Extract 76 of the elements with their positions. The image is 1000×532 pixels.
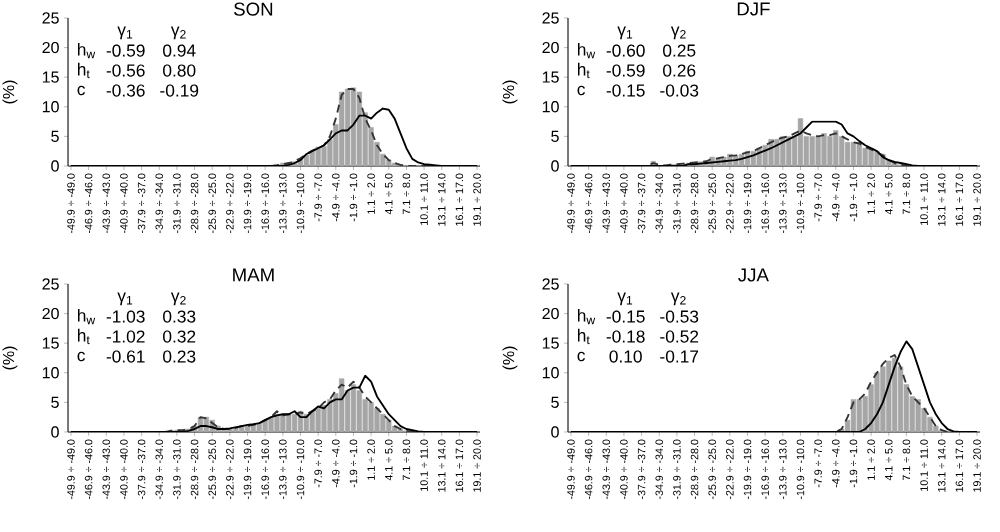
y-tick-label: 10 — [542, 367, 559, 379]
annotation: -0.17 — [660, 350, 699, 363]
y-tick-label: 0 — [551, 426, 559, 438]
y-tick-label: 10 — [42, 101, 59, 113]
y-axis-title: (%) — [502, 80, 518, 104]
annotation: -0.56 — [106, 64, 145, 77]
annotation: h$_{t}$ — [78, 62, 90, 79]
annotation: c — [577, 85, 585, 96]
y-tick-label: 0 — [551, 160, 559, 172]
annotation: 0.94 — [163, 44, 196, 57]
y-tick-label: 20 — [542, 307, 559, 320]
annotation: 0.10 — [609, 350, 642, 363]
annotation: γ$_{1}$ — [617, 292, 633, 306]
annotation: -0.61 — [106, 350, 145, 363]
y-tick-label: 15 — [542, 71, 559, 83]
y-axis-title: (%) — [502, 346, 518, 370]
annotation: 0.80 — [163, 64, 196, 77]
annotation: γ$_{2}$ — [670, 292, 686, 306]
y-tick-label: 5 — [51, 396, 59, 408]
chart-title: MAM — [233, 268, 274, 282]
y-tick-label: 5 — [551, 130, 559, 142]
y-tick-label: 25 — [542, 278, 559, 290]
annotation: γ$_{1}$ — [117, 26, 133, 40]
annotation: 0.25 — [663, 44, 696, 57]
y-tick-label: 10 — [542, 101, 559, 113]
annotation: c — [77, 351, 85, 362]
annotation: h$_{w}$ — [78, 308, 96, 325]
annotation: -0.60 — [606, 44, 645, 57]
y-tick-label: 15 — [42, 71, 59, 83]
chart-title: SON — [234, 2, 273, 16]
y-tick-label: 15 — [542, 337, 559, 349]
y-tick-label: 20 — [542, 41, 559, 54]
annotation: h$_{t}$ — [577, 62, 590, 79]
y-tick-label: 0 — [51, 426, 59, 438]
annotation: -1.02 — [106, 330, 145, 343]
annotation: c — [577, 351, 585, 362]
y-axis-title: (%) — [2, 80, 18, 104]
annotation: -0.15 — [606, 84, 645, 97]
annotation: -0.19 — [160, 84, 199, 97]
y-tick-label: 20 — [42, 41, 59, 54]
y-tick-label: 25 — [42, 12, 59, 24]
y-tick-label: 25 — [542, 12, 559, 24]
y-tick-label: 0 — [51, 160, 59, 172]
annotation: 0.33 — [163, 310, 196, 323]
annotation: h$_{w}$ — [577, 308, 596, 325]
annotation: γ$_{2}$ — [670, 26, 686, 40]
annotation: h$_{w}$ — [78, 42, 96, 59]
annotation: -0.59 — [106, 44, 145, 57]
annotation: -0.59 — [606, 64, 645, 77]
y-tick-label: 5 — [51, 130, 59, 142]
annotation: γ$_{1}$ — [117, 292, 133, 306]
annotation: -0.53 — [660, 310, 699, 323]
annotation: -0.36 — [106, 84, 145, 97]
annotation: 0.26 — [663, 64, 696, 77]
annotation: h$_{w}$ — [577, 42, 596, 59]
annotation: 0.32 — [163, 330, 196, 343]
chart-title: DJF — [737, 2, 770, 16]
annotation: -0.15 — [606, 310, 645, 323]
annotation: -0.52 — [660, 330, 699, 343]
chart-title: JJA — [738, 268, 769, 282]
annotation: γ$_{2}$ — [170, 26, 186, 40]
y-tick-label: 25 — [42, 278, 59, 290]
y-tick-label: 15 — [42, 337, 59, 349]
y-axis-title: (%) — [2, 346, 18, 370]
annotation: h$_{t}$ — [78, 328, 90, 345]
annotation: 0.23 — [163, 350, 196, 363]
annotation: -0.03 — [660, 84, 699, 97]
annotation: γ$_{1}$ — [617, 26, 633, 40]
annotation: -1.03 — [106, 310, 145, 323]
y-tick-label: 5 — [551, 396, 559, 408]
annotation: γ$_{2}$ — [170, 292, 186, 306]
annotation: -0.18 — [606, 330, 645, 343]
annotation: c — [77, 85, 85, 96]
y-tick-label: 10 — [42, 367, 59, 379]
y-tick-label: 20 — [42, 307, 59, 320]
annotation: h$_{t}$ — [577, 328, 590, 345]
